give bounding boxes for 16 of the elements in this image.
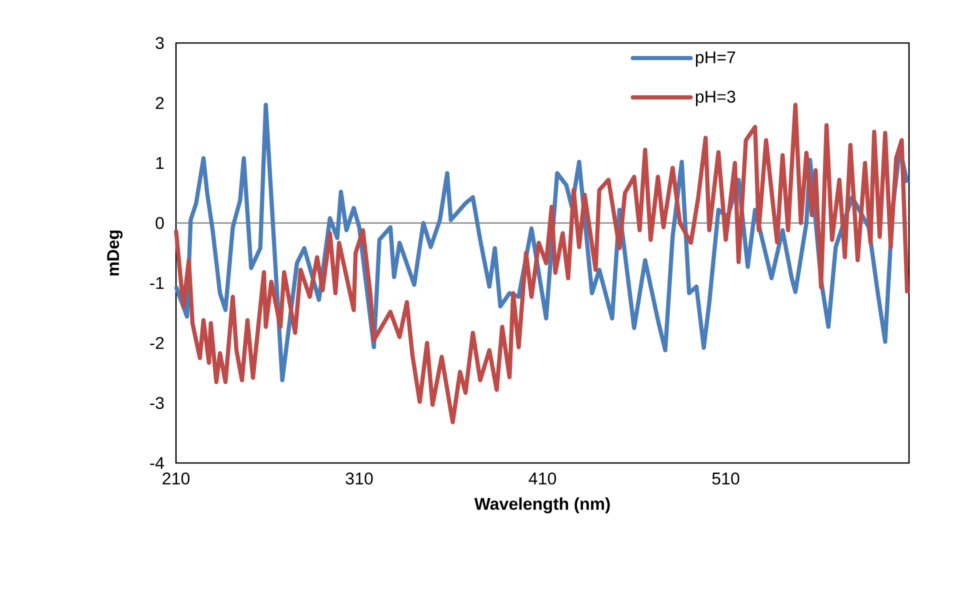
x-tick-label: 410	[528, 472, 556, 485]
x-tick-label: 210	[162, 472, 190, 485]
y-tick-label: 0	[156, 216, 164, 230]
x-tick-label: 310	[346, 472, 373, 485]
legend-label: pH=3	[696, 90, 736, 106]
y-axis-title: mDeg	[107, 230, 123, 276]
y-tick-label: -2	[150, 337, 164, 349]
y-tick-label: 3	[156, 36, 164, 50]
x-tick-label: 510	[712, 472, 740, 485]
y-tick-label: -3	[150, 396, 164, 410]
y-tick-label: -4	[150, 457, 164, 469]
y-tick-label: -1	[150, 277, 164, 289]
y-tick-label: 1	[156, 157, 164, 169]
x-axis-title: Wavelength (nm)	[474, 497, 610, 514]
y-tick-label: 2	[156, 97, 164, 109]
legend-label: pH=7	[696, 51, 736, 67]
